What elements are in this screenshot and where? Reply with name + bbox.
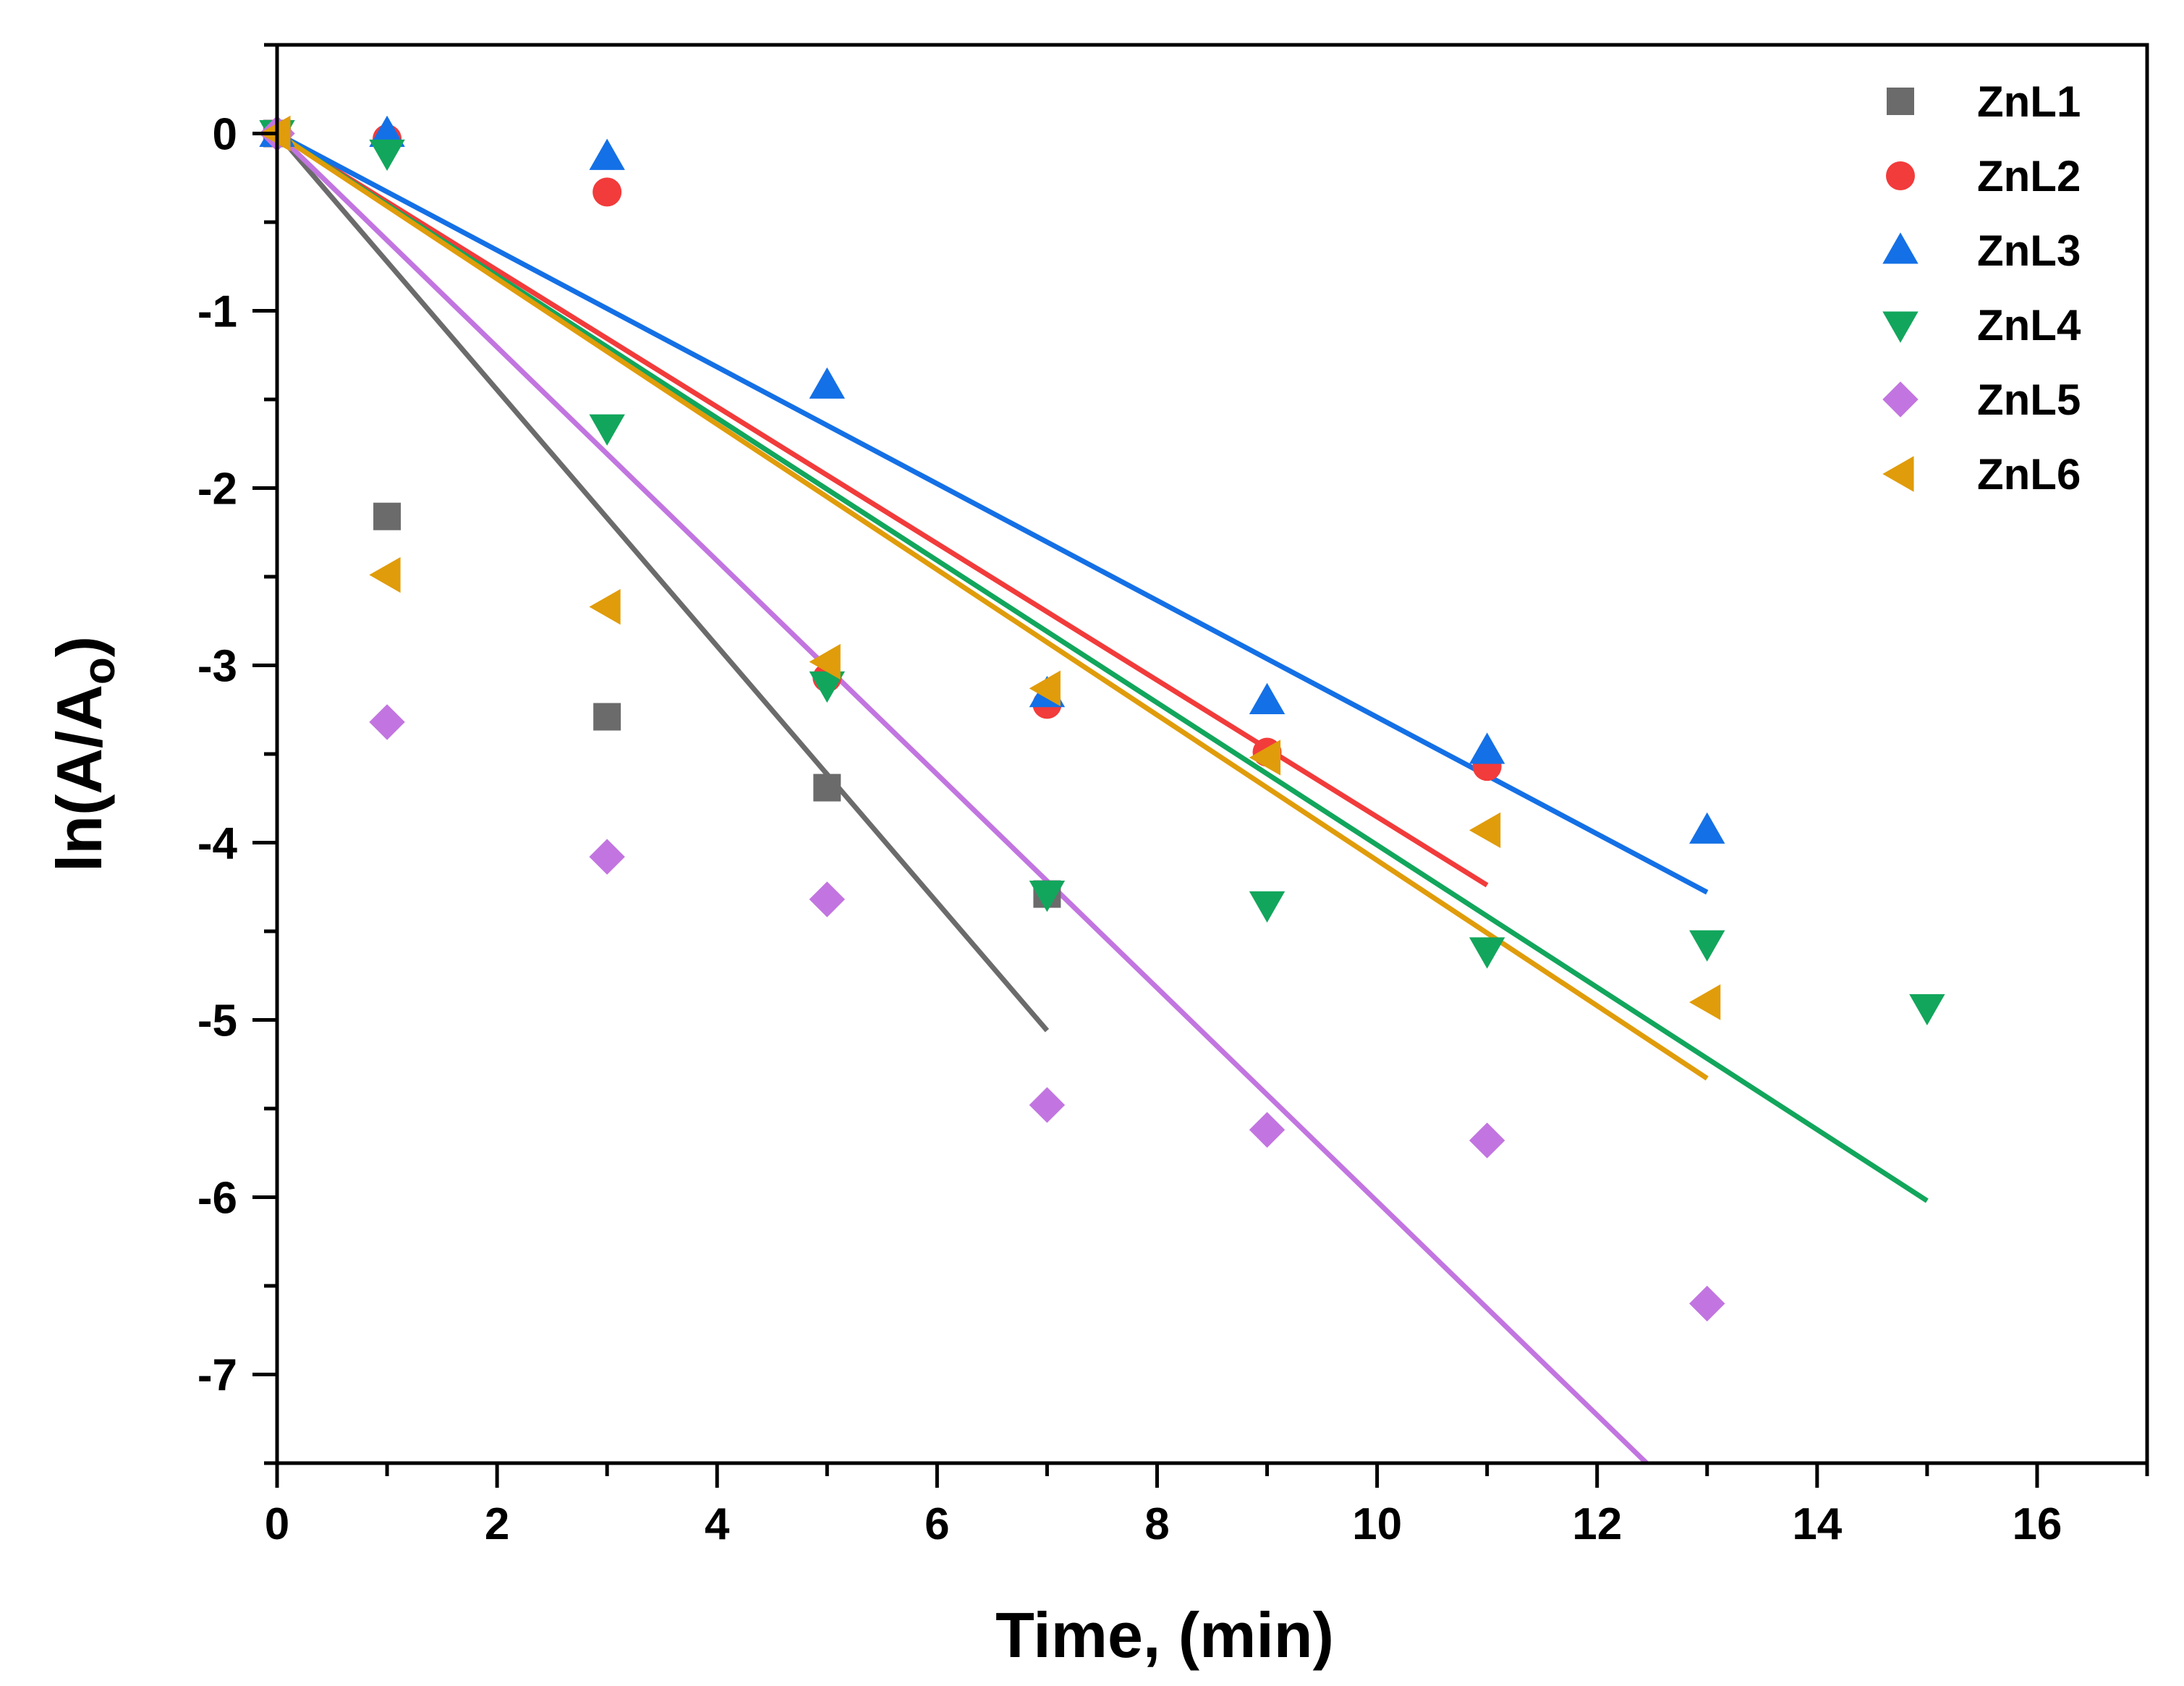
y-tick-label: -2	[197, 465, 237, 514]
znl2-legend-label: ZnL2	[1977, 152, 2081, 200]
y-tick-label: -1	[197, 287, 237, 337]
znl6-point	[1689, 984, 1721, 1020]
znl6-point	[809, 643, 841, 680]
znl3-point	[589, 138, 625, 170]
znl3-point	[809, 367, 845, 399]
znl5-point	[1029, 1087, 1066, 1123]
znl5-legend-marker	[1882, 381, 1919, 418]
znl4-point	[1689, 930, 1725, 962]
znl4-legend-marker	[1882, 311, 1919, 343]
znl4-point	[1469, 937, 1505, 969]
y-tick-label: -7	[197, 1351, 237, 1401]
znl5-fit-line	[275, 131, 1649, 1465]
x-tick-label: 4	[705, 1499, 730, 1549]
znl1-point	[813, 774, 841, 802]
znl1-point	[373, 502, 401, 530]
znl6-point	[1469, 812, 1501, 849]
znl6-point	[369, 556, 401, 593]
znl1-fit-line	[275, 132, 1050, 1033]
y-tick-label: -5	[197, 996, 237, 1046]
znl2-point	[592, 177, 622, 207]
znl4-point	[589, 414, 625, 446]
znl6-legend-label: ZnL6	[1977, 450, 2081, 499]
znl6-point	[1249, 740, 1281, 776]
znl6-point	[589, 588, 621, 625]
znl4-point	[1249, 891, 1286, 923]
znl4-legend-label: ZnL4	[1977, 301, 2081, 350]
znl4-point	[1909, 994, 1945, 1026]
znl4-point	[809, 671, 845, 703]
znl2-fit-line	[276, 131, 1489, 888]
znl5-point	[1249, 1111, 1286, 1148]
x-tick-label: 14	[1792, 1499, 1842, 1549]
y-tick-label: 0	[213, 110, 237, 160]
znl6-legend-marker	[1882, 456, 1914, 492]
y-tick-label: -6	[197, 1174, 237, 1224]
x-tick-label: 10	[1352, 1499, 1402, 1549]
fit-lines	[275, 131, 1929, 1465]
znl5-point	[809, 881, 845, 918]
legend: ZnL1 ZnL2 ZnL3 ZnL4 ZnL5 ZnL6	[1882, 77, 2081, 499]
znl1-legend-marker	[1887, 88, 1914, 115]
znl5-point	[589, 839, 625, 875]
znl4-point	[1029, 881, 1066, 912]
znl3-point	[1469, 732, 1505, 764]
znl3-legend-label: ZnL3	[1977, 226, 2081, 275]
y-axis-title: ln(A/Ao)	[43, 636, 124, 872]
znl1-point	[593, 703, 621, 731]
znl5-legend-label: ZnL5	[1977, 376, 2081, 424]
x-tick-label: 6	[925, 1499, 949, 1549]
znl4-fit-line	[276, 131, 1929, 1203]
y-tick-label: -4	[197, 819, 238, 869]
x-tick-label: 16	[2012, 1499, 2062, 1549]
y-tick-label: -3	[197, 642, 237, 692]
znl5-point	[369, 704, 405, 740]
znl3-point	[1249, 682, 1286, 715]
y-axis: 0 -1 -2 -3 -4 -5 -6 -7	[197, 43, 277, 1465]
znl1-legend-label: ZnL1	[1977, 77, 2081, 126]
znl3-point	[369, 115, 405, 148]
znl5-point	[1469, 1122, 1505, 1158]
znl6-fit-line	[276, 131, 1709, 1081]
x-tick-label: 8	[1144, 1499, 1169, 1549]
znl5-point	[1689, 1285, 1725, 1322]
x-tick-label: 2	[485, 1499, 509, 1549]
znl2-legend-marker	[1886, 161, 1915, 190]
znl3-point	[1689, 812, 1725, 844]
x-axis: 0 2 4 6 8 10 12 14 16	[265, 1463, 2149, 1549]
data-points	[259, 115, 1945, 1322]
znl6-point	[1029, 670, 1061, 707]
x-axis-title: Time, (min)	[995, 1599, 1334, 1671]
x-tick-label: 0	[265, 1499, 289, 1549]
x-tick-label: 12	[1572, 1499, 1622, 1549]
znl3-fit-line	[276, 131, 1709, 895]
znl3-legend-marker	[1882, 232, 1919, 264]
znl4-point	[369, 139, 405, 171]
